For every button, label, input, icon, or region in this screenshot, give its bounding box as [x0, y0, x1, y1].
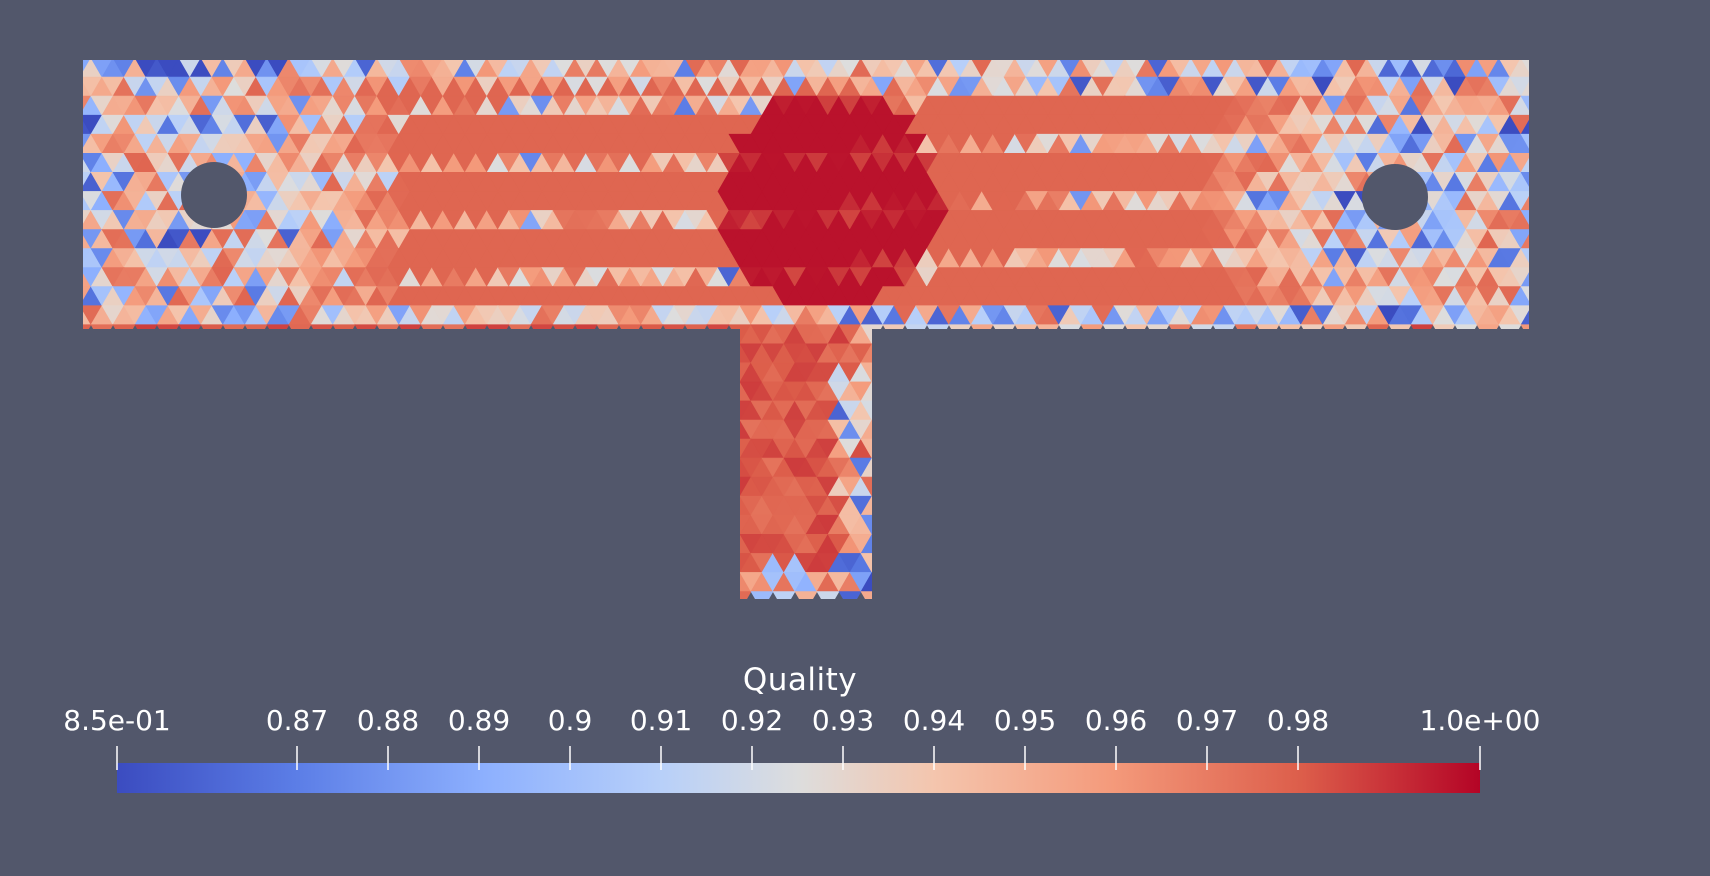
colorbar-tick-label: 0.87 — [265, 704, 329, 737]
colorbar-tick-label: 0.95 — [993, 704, 1057, 737]
colorbar-tick-marks — [116, 746, 1481, 770]
colorbar-tick-label: 0.89 — [447, 704, 511, 737]
colorbar-tick-label: 0.91 — [629, 704, 693, 737]
colorbar-title: Quality — [742, 662, 858, 698]
colorbar-tick-label: 0.96 — [1084, 704, 1148, 737]
colorbar-tick-label: 0.9 — [547, 704, 593, 737]
hole-right — [1362, 164, 1428, 230]
colorbar-tick-label: 0.98 — [1266, 704, 1330, 737]
colorbar-tick-label: 0.97 — [1175, 704, 1239, 737]
hole-left — [181, 162, 247, 228]
colorbar-max-label: 1.0e+00 — [1419, 704, 1541, 737]
colorbar-tick-label: 0.94 — [902, 704, 966, 737]
colorbar-tick-label: 0.93 — [811, 704, 875, 737]
mesh-triangles — [83, 60, 1529, 599]
colorbar-min-label: 8.5e-01 — [63, 704, 171, 737]
colorbar-tick-label: 0.92 — [720, 704, 784, 737]
colorbar-gradient — [117, 763, 1480, 793]
colorbar-tick-label: 0.88 — [356, 704, 420, 737]
